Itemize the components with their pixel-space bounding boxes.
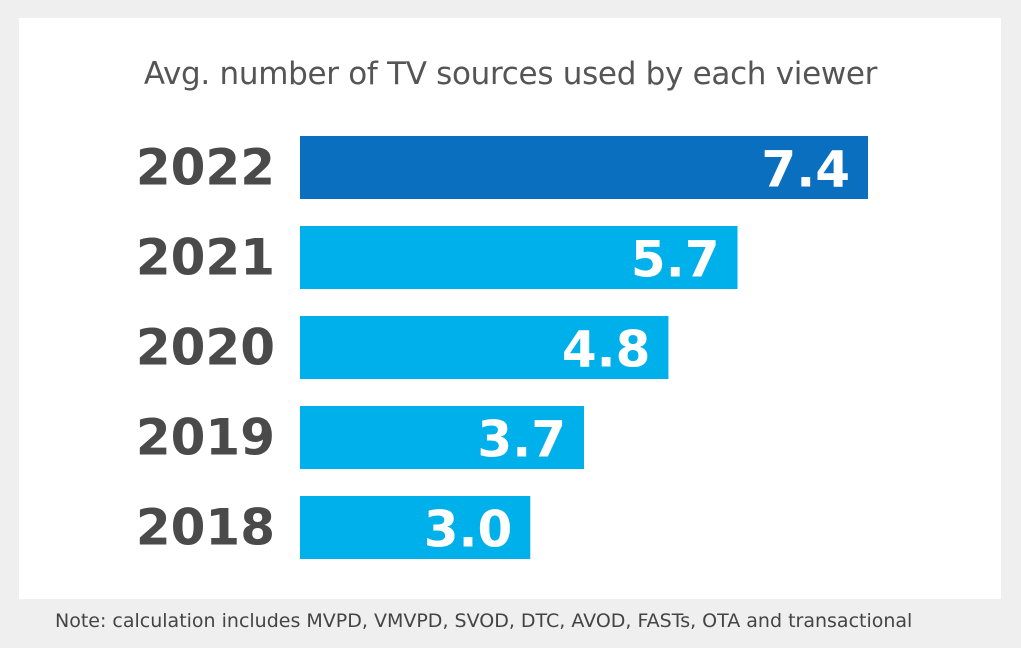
value-label-2018: 3.0 bbox=[424, 501, 513, 559]
value-label-2020: 4.8 bbox=[562, 321, 651, 379]
category-label-2022: 2022 bbox=[136, 139, 275, 197]
bar-2020 bbox=[300, 316, 669, 379]
bar-2019 bbox=[300, 406, 584, 469]
category-label-2020: 2020 bbox=[136, 319, 275, 377]
footnote: Note: calculation includes MVPD, VMVPD, … bbox=[55, 610, 913, 632]
value-label-2022: 7.4 bbox=[761, 141, 850, 199]
category-label-2018: 2018 bbox=[136, 499, 275, 557]
bar-2021 bbox=[300, 226, 738, 289]
bar-2022 bbox=[300, 136, 868, 199]
category-label-2019: 2019 bbox=[136, 409, 275, 467]
value-label-2019: 3.7 bbox=[477, 411, 566, 469]
category-label-2021: 2021 bbox=[136, 229, 275, 287]
value-label-2021: 5.7 bbox=[631, 231, 720, 289]
chart-title: Avg. number of TV sources used by each v… bbox=[143, 56, 878, 92]
bar-2018 bbox=[300, 496, 531, 559]
